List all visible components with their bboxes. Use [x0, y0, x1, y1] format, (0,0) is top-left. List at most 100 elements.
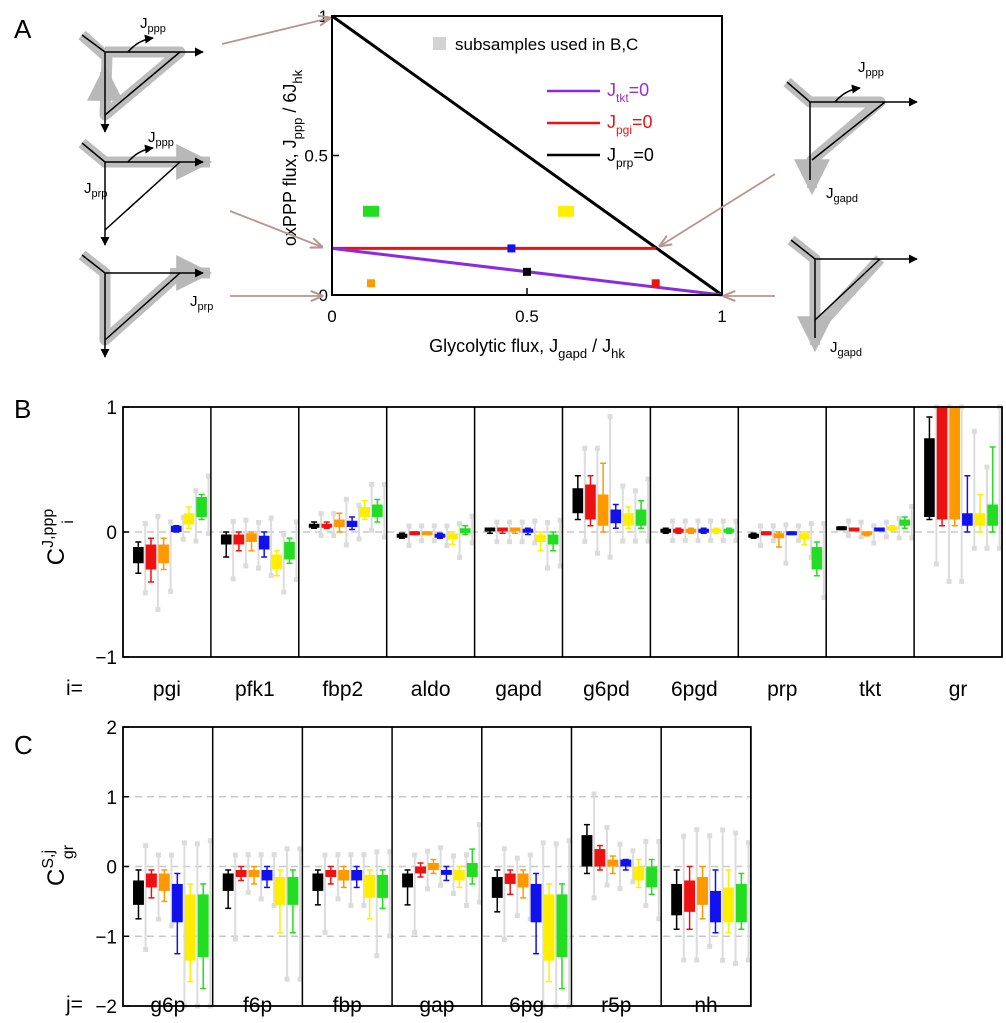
box-6pgd-series-5	[711, 528, 722, 533]
spread-cap	[607, 554, 613, 560]
category-label-pgi: pgi	[153, 678, 181, 701]
box-pgi-series-5	[183, 513, 195, 525]
spread-cap	[168, 588, 174, 594]
box-nh-series-4	[710, 890, 721, 923]
spread-cap	[356, 536, 362, 542]
spread-cap	[501, 936, 507, 942]
spread-cap	[284, 976, 290, 982]
spread-cap	[469, 513, 475, 519]
spread-cap	[984, 545, 990, 551]
spread-cap	[348, 903, 354, 909]
box-f6p-series-1	[222, 873, 234, 891]
spread-cap	[419, 538, 425, 544]
spread-cap	[808, 521, 814, 527]
panel-c-row-prefix: j=	[65, 993, 83, 1016]
box-g6p-series-2	[145, 873, 157, 888]
spread-cap	[348, 852, 354, 858]
spread-cap	[281, 532, 287, 537]
spread-cap	[656, 916, 662, 922]
spread-cap	[419, 523, 425, 529]
spread-cap	[720, 518, 726, 524]
spread-cap	[643, 838, 649, 844]
box-tkt-series-3	[861, 531, 873, 536]
spread-cap	[494, 519, 500, 525]
box-fbp-series-3	[338, 869, 350, 881]
pathway-diagram-1: Jppp	[78, 15, 204, 133]
spread-cap	[746, 957, 752, 963]
box-6pgd-series-3	[685, 528, 697, 533]
spread-cap	[783, 522, 789, 528]
spread-cap	[607, 414, 613, 420]
box-6pg-series-5	[543, 894, 555, 961]
spread-cap	[245, 852, 251, 858]
spread-cap	[519, 539, 525, 545]
panel-label-c: C	[14, 730, 33, 760]
spread-cap	[322, 929, 328, 935]
spread-cap	[361, 903, 367, 909]
spread-cap	[758, 543, 764, 548]
box-gr-series-3	[949, 407, 961, 520]
spread-cap	[532, 540, 538, 546]
box-aldo-series-5	[447, 533, 458, 540]
spread-cap	[858, 519, 864, 525]
box-gap-series-6	[466, 863, 478, 877]
panel-a-ylabel: oxPPP flux, Jppp / 6Jhk	[280, 69, 305, 246]
spread-cap	[594, 445, 600, 451]
box-prp-series-6	[811, 547, 823, 570]
spread-cap	[527, 916, 533, 922]
spread-cap	[457, 521, 463, 527]
spread-cap	[507, 539, 513, 545]
box-prp-series-5	[798, 533, 810, 540]
spread-cap	[620, 538, 626, 544]
spread-cap	[645, 538, 651, 544]
spread-cap	[243, 517, 249, 523]
spread-cap	[845, 518, 851, 524]
box-tkt-series-2	[848, 527, 860, 532]
spread-cap	[335, 896, 341, 902]
box-pfk1-series-3	[246, 533, 257, 542]
spread-cap	[620, 483, 626, 489]
spread-cap	[656, 838, 662, 844]
box-pfk1-series-4	[258, 535, 270, 550]
spread-cap	[463, 903, 469, 909]
box-g6pd-series-5	[623, 513, 634, 526]
spread-cap	[168, 852, 174, 858]
box-6pg-series-3	[517, 873, 529, 888]
y-tick-label: 1	[106, 398, 117, 419]
pathway-diagram-2: Jppp Jprp	[78, 129, 213, 246]
box-6pg-series-6	[556, 894, 568, 958]
box-fbp2-series-1	[308, 523, 320, 528]
spread-cap	[821, 521, 827, 526]
spread-cap	[707, 833, 713, 839]
spread-cap	[181, 840, 187, 846]
box-nh-series-6	[735, 883, 747, 923]
spread-cap	[258, 852, 264, 858]
box-fbp-series-4	[351, 869, 363, 881]
panel-label-b: B	[14, 394, 31, 424]
spread-cap	[206, 473, 212, 479]
spread-cap	[682, 538, 688, 543]
spread-cap	[708, 518, 714, 524]
y-tick-label: −2	[95, 997, 117, 1018]
box-fbp-series-5	[364, 874, 376, 898]
spread-cap	[476, 899, 482, 905]
y-tick-label: −1	[95, 927, 117, 948]
box-6pgd-series-2	[673, 528, 684, 533]
svg-text:Jgapd: Jgapd	[826, 185, 858, 205]
spread-cap	[733, 830, 739, 836]
box-prp-series-2	[760, 531, 772, 536]
spread-cap	[387, 933, 393, 939]
category-label-pfk1: pfk1	[235, 678, 275, 701]
spread-cap	[871, 540, 877, 546]
scatter-point-1	[363, 205, 379, 217]
spread-cap	[758, 523, 764, 529]
y-tick-label: 0.5	[304, 147, 328, 166]
y-tick-label: 1	[319, 7, 328, 26]
spread-cap	[271, 903, 277, 909]
box-gr-series-6	[987, 504, 998, 526]
spread-cap	[331, 533, 337, 538]
y-tick-label: 2	[106, 718, 117, 739]
spread-cap	[374, 953, 380, 959]
spread-cap	[544, 520, 550, 525]
x-tick-label: 1	[717, 307, 726, 326]
